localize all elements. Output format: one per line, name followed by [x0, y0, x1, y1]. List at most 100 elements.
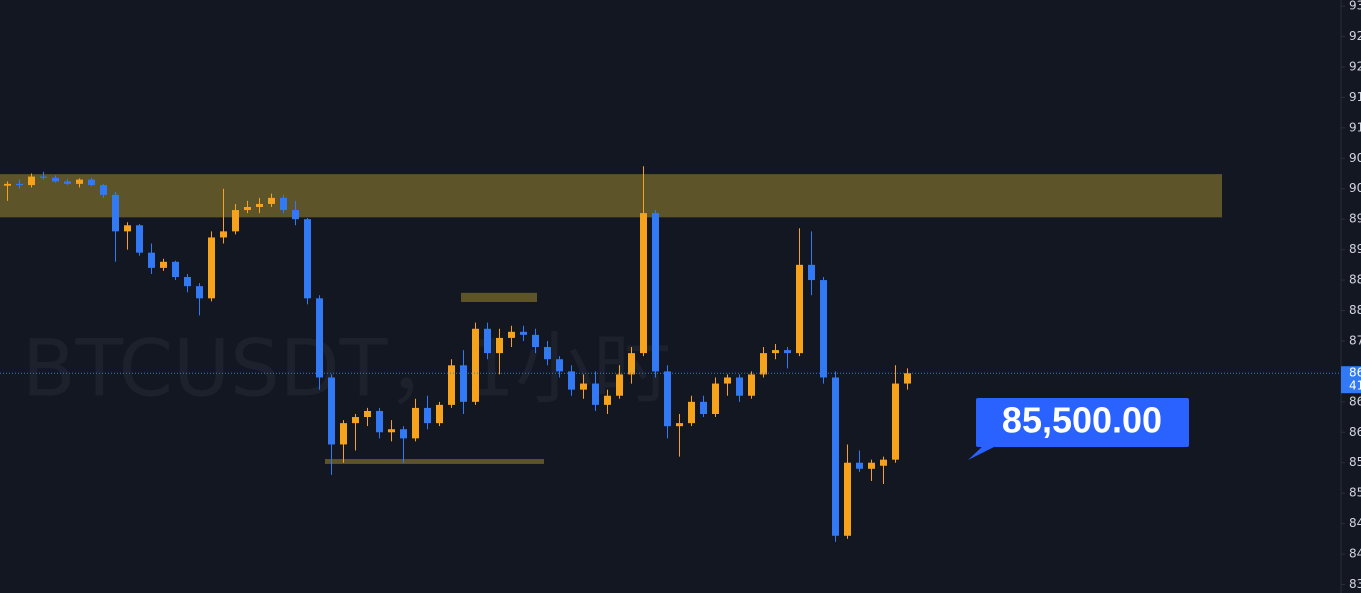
candle-body: [532, 334, 539, 348]
candle-body: [220, 231, 227, 238]
last-price-box: [1341, 366, 1361, 394]
candle-body: [124, 225, 131, 232]
candle-body: [208, 237, 215, 299]
candle-body: [832, 377, 839, 536]
candle-body: [664, 371, 671, 427]
callout-text: 85,500.00: [1002, 400, 1162, 441]
last-price-label: 86: [1349, 366, 1361, 380]
candle-body: [28, 176, 35, 186]
candle-body: [196, 286, 203, 299]
candle-body: [364, 410, 371, 418]
candle-body: [796, 264, 803, 354]
candle-body: [316, 298, 323, 378]
candle-body: [412, 407, 419, 439]
countdown-label: 41: [1349, 379, 1361, 393]
candle-body: [700, 401, 707, 415]
y-tick-label: 88: [1349, 303, 1361, 317]
candle-body: [64, 181, 71, 184]
candle-body: [544, 347, 551, 360]
candle-body: [520, 331, 527, 335]
candle-body: [844, 462, 851, 536]
candle-body: [808, 264, 815, 281]
callout-pointer: [968, 444, 1000, 460]
candle-body: [760, 353, 767, 375]
candle-body: [904, 373, 911, 384]
candle-body: [616, 374, 623, 396]
candle-body: [472, 328, 479, 402]
candle-body: [496, 337, 503, 354]
candle-body: [748, 374, 755, 396]
y-tick-label: 91: [1349, 120, 1361, 134]
candle-body: [376, 410, 383, 433]
candle-body: [820, 280, 827, 378]
candle-body: [136, 225, 143, 253]
candle-body: [424, 407, 431, 424]
candle-body: [568, 371, 575, 390]
y-tick-label: 86: [1349, 394, 1361, 408]
y-tick-label: 87: [1349, 333, 1361, 347]
callout-box: [976, 398, 1189, 447]
candle-body: [868, 462, 875, 469]
y-tick-label: 85: [1349, 455, 1361, 469]
candle-body: [52, 177, 59, 182]
candle-body: [628, 353, 635, 375]
candle-body: [88, 179, 95, 186]
watermark: BTCUSDT，1小时: [22, 324, 671, 414]
candle-body: [556, 359, 563, 372]
candle-body: [580, 383, 587, 390]
candle-body: [508, 331, 515, 338]
y-tick-label: 86: [1349, 425, 1361, 439]
candle-body: [160, 261, 167, 268]
zone: [325, 459, 544, 464]
candle-body: [676, 423, 683, 427]
candle-body: [256, 203, 263, 208]
y-tick-label: 89: [1349, 242, 1361, 256]
candle-body: [280, 197, 287, 211]
candle-body: [448, 365, 455, 405]
y-tick-label: 91: [1349, 90, 1361, 104]
candle-body: [16, 183, 23, 186]
candle-body: [880, 459, 887, 466]
y-tick-label: 85: [1349, 486, 1361, 500]
y-tick-label: 84: [1349, 516, 1361, 530]
candle-body: [304, 219, 311, 299]
candle-body: [892, 383, 899, 460]
candle-body: [388, 429, 395, 433]
candle-body: [712, 383, 719, 415]
candle-body: [460, 365, 467, 402]
candle-body: [652, 213, 659, 372]
candle-body: [76, 179, 83, 184]
candle-body: [112, 194, 119, 232]
candle-body: [640, 213, 647, 354]
candle-body: [484, 328, 491, 354]
candle-body: [4, 183, 11, 186]
candle-body: [292, 210, 299, 220]
candle-body: [40, 176, 47, 178]
candle-body: [148, 252, 155, 268]
candle-body: [436, 404, 443, 424]
y-tick-label: 90: [1349, 151, 1361, 165]
candle-body: [736, 377, 743, 396]
candle-body: [268, 197, 275, 204]
candle-body: [352, 417, 359, 424]
y-tick-label: 84: [1349, 547, 1361, 561]
candle-body: [184, 277, 191, 287]
candle-body: [400, 429, 407, 439]
candle-body: [232, 210, 239, 232]
zone: [461, 292, 537, 302]
candle-body: [592, 383, 599, 405]
y-tick-label: 90: [1349, 181, 1361, 195]
zone: [0, 174, 1222, 218]
candle-body: [772, 350, 779, 354]
candle-body: [340, 423, 347, 445]
candle-body: [244, 207, 251, 211]
candle-body: [856, 462, 863, 469]
candle-body: [328, 377, 335, 445]
candle-body: [172, 261, 179, 278]
candle-body: [688, 401, 695, 424]
y-tick-label: 92: [1349, 59, 1361, 73]
y-tick-label: 88: [1349, 273, 1361, 287]
candle-body: [724, 377, 731, 384]
y-tick-label: 92: [1349, 29, 1361, 43]
